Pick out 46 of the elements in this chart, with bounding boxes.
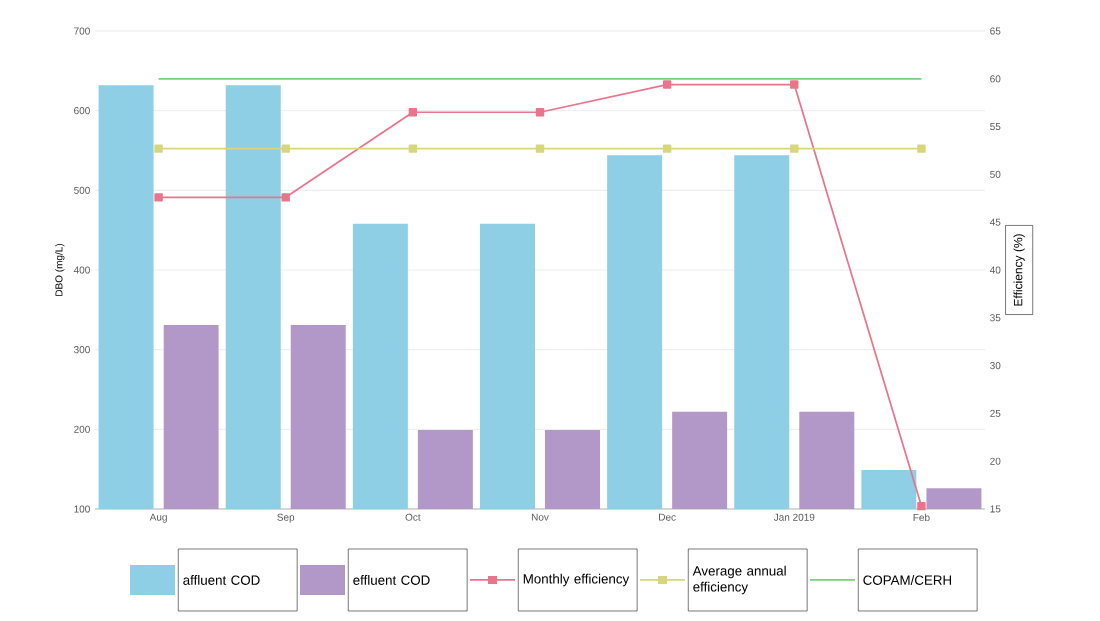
x-tick-label: Aug — [149, 513, 167, 523]
x-tick-label: Feb — [913, 513, 930, 522]
y2-axis-title: Efficiency (%) — [1013, 234, 1025, 306]
x-tick-label: Nov — [531, 513, 549, 521]
point — [535, 108, 545, 117]
point — [917, 501, 926, 511]
y-tick-label: 400 — [73, 266, 90, 274]
point — [790, 144, 799, 153]
legend-label: effluent COD — [353, 575, 430, 585]
y2-tick-label: 15 — [990, 505, 1001, 513]
point — [662, 144, 672, 153]
point — [917, 144, 926, 153]
y-tick-label: 100 — [74, 505, 90, 513]
y-tick-label: 300 — [73, 346, 90, 354]
legend-label: Average annual efficiency — [692, 565, 786, 595]
point — [408, 144, 418, 153]
y2-tick-label: 55 — [990, 123, 1001, 131]
x-tick-label: Oct — [405, 513, 421, 521]
x-tick-label: Sep — [277, 513, 295, 523]
point — [662, 80, 672, 89]
y2-tick-label: 40 — [989, 266, 1001, 274]
legend-label: Monthly efficiency — [523, 573, 630, 587]
y2-tick-label: 45 — [989, 218, 1001, 226]
point — [281, 193, 290, 202]
point — [154, 193, 163, 202]
y-tick-label: 700 — [74, 27, 90, 35]
y-tick-label: 600 — [74, 107, 90, 115]
point — [154, 144, 163, 153]
y2-tick-label: 20 — [990, 457, 1001, 465]
y-axis-title: DBO (mg/L) — [55, 243, 65, 296]
point — [281, 144, 290, 153]
point — [790, 80, 799, 89]
legend-label: COPAM/CERH — [863, 575, 952, 585]
y2-tick-label: 35 — [990, 314, 1001, 322]
point — [535, 144, 545, 153]
y-tick-label: 500 — [74, 186, 90, 194]
x-tick-label: Jan 2019 — [773, 513, 815, 521]
y2-tick-label: 60 — [990, 75, 1001, 83]
legend-label: affluent COD — [183, 575, 260, 585]
point — [408, 108, 418, 117]
y2-tick-label: 50 — [990, 170, 1001, 178]
y2-tick-label: 30 — [990, 362, 1001, 370]
y-tick-label: 200 — [74, 425, 90, 433]
y2-tick-label: 65 — [990, 27, 1001, 35]
x-tick-label: Dec — [659, 513, 676, 521]
y2-tick-label: 25 — [990, 409, 1001, 417]
